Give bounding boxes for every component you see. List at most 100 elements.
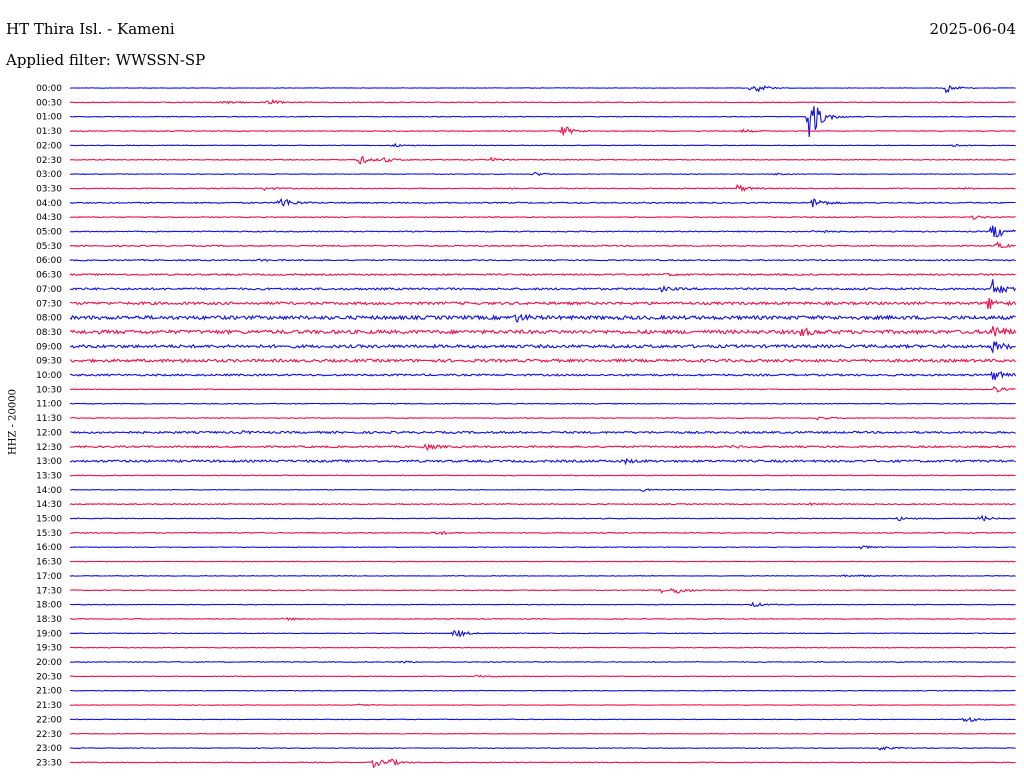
trace-row	[69, 98, 1016, 105]
trace-row	[69, 106, 1016, 138]
time-label: 23:00	[36, 744, 62, 754]
time-label: 15:30	[36, 529, 62, 539]
trace-row	[69, 126, 1016, 136]
trace-row	[69, 385, 1016, 393]
trace-row	[69, 746, 1016, 751]
trace-row	[69, 142, 1016, 148]
trace-row	[69, 241, 1016, 249]
trace-row	[69, 155, 1016, 165]
trace-row	[69, 574, 1016, 578]
time-label: 00:00	[36, 84, 62, 94]
time-label: 04:00	[36, 199, 62, 209]
time-label: 13:30	[36, 471, 62, 481]
trace-row	[69, 703, 1016, 707]
time-label: 19:00	[36, 629, 62, 639]
trace-row	[69, 716, 1016, 723]
trace-row	[70, 430, 1016, 435]
time-label: 09:30	[36, 357, 62, 367]
trace-row	[69, 530, 1016, 536]
time-label: 23:30	[36, 758, 62, 768]
time-label: 22:00	[36, 715, 62, 725]
time-label: 10:00	[36, 371, 62, 381]
time-label: 01:00	[36, 113, 62, 123]
time-label: 22:30	[36, 730, 62, 740]
trace-row	[69, 279, 1017, 294]
trace-row	[69, 183, 1016, 193]
trace-row	[69, 560, 1016, 563]
time-label: 02:30	[36, 156, 62, 166]
time-label: 08:00	[36, 314, 62, 324]
trace-row	[69, 545, 1016, 550]
time-label: 12:30	[36, 443, 62, 453]
trace-row	[69, 514, 1016, 522]
trace-row	[69, 197, 1016, 208]
trace-row	[69, 588, 1016, 594]
trace-row	[69, 85, 1016, 94]
time-label: 11:00	[36, 400, 62, 410]
trace-row	[69, 370, 1017, 381]
station-title: HT Thira Isl. - Kameni	[6, 20, 175, 38]
time-label: 18:00	[36, 601, 62, 611]
time-label: 02:00	[36, 141, 62, 151]
time-label: 00:30	[36, 98, 62, 108]
time-label: 20:00	[36, 658, 62, 668]
trace-row	[70, 689, 1016, 692]
trace-row	[69, 357, 1016, 364]
time-label: 13:00	[36, 457, 62, 467]
time-label: 06:00	[36, 256, 62, 266]
trace-row	[70, 225, 1016, 238]
time-label: 17:30	[36, 586, 62, 596]
trace-row	[69, 674, 1016, 678]
time-label: 08:30	[36, 328, 62, 338]
trace-row	[69, 326, 1017, 337]
time-label: 17:00	[36, 572, 62, 582]
trace-row	[69, 272, 1016, 277]
trace-row	[69, 616, 1016, 621]
trace-row	[69, 732, 1016, 735]
time-label: 16:00	[36, 543, 62, 553]
time-label: 04:30	[36, 213, 62, 223]
trace-row	[69, 416, 1016, 421]
record-date: 2025-06-04	[929, 20, 1016, 38]
trace-row	[69, 171, 1016, 177]
filter-label: Applied filter: WWSSN-SP	[6, 51, 206, 69]
trace-row	[69, 341, 1016, 354]
time-label: 21:00	[36, 687, 62, 697]
trace-row	[69, 488, 1016, 492]
time-label: 14:00	[36, 486, 62, 496]
trace-row	[69, 502, 1016, 507]
time-label: 09:00	[36, 342, 62, 352]
time-label: 05:30	[36, 242, 62, 252]
time-label: 03:00	[36, 170, 62, 180]
time-label: 07:00	[36, 285, 62, 295]
time-label: 05:00	[36, 228, 62, 238]
time-label: 20:30	[36, 672, 62, 682]
trace-row	[69, 457, 1016, 466]
time-label: 06:30	[36, 271, 62, 281]
time-label: 21:30	[36, 701, 62, 711]
time-label: 11:30	[36, 414, 62, 424]
time-label: 03:30	[36, 184, 62, 194]
trace-row	[69, 474, 1016, 477]
trace-row	[69, 258, 1016, 262]
time-label: 12:00	[36, 428, 62, 438]
trace-row	[69, 629, 1016, 638]
time-label: 15:00	[36, 515, 62, 525]
trace-row	[69, 313, 1016, 323]
trace-row	[69, 601, 1016, 607]
trace-row	[69, 758, 1016, 769]
time-label: 07:30	[36, 299, 62, 309]
time-label: 19:30	[36, 644, 62, 654]
trace-row	[69, 297, 1017, 310]
time-label: 14:30	[36, 500, 62, 510]
trace-row	[69, 402, 1016, 405]
trace-row	[69, 215, 1016, 220]
trace-row	[69, 660, 1016, 664]
trace-row	[69, 443, 1016, 452]
time-label: 18:30	[36, 615, 62, 625]
trace-row	[69, 646, 1016, 649]
time-label: 01:30	[36, 127, 62, 137]
time-label: 10:30	[36, 385, 62, 395]
time-label: 16:30	[36, 558, 62, 568]
